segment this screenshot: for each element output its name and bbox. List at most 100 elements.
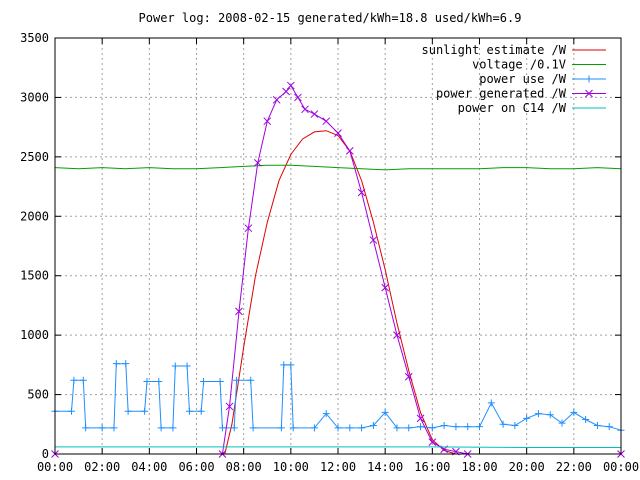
series-2-point-4 bbox=[82, 424, 90, 432]
series-line-0 bbox=[224, 130, 457, 455]
series-1 bbox=[54, 164, 622, 171]
series-0 bbox=[224, 130, 457, 455]
y-tick-label-5: 2500 bbox=[20, 150, 49, 164]
series-3-point-10 bbox=[294, 93, 302, 102]
series-2-point-28 bbox=[287, 361, 295, 369]
x-tick-label-1: 02:00 bbox=[84, 460, 120, 474]
series-2-point-47 bbox=[511, 421, 519, 429]
series-3-point-9 bbox=[286, 81, 295, 90]
y-tick-label-2: 1000 bbox=[20, 328, 49, 342]
series-2-point-1 bbox=[68, 407, 76, 415]
series-3-point-11 bbox=[301, 105, 309, 114]
x-tick-label-0: 00:00 bbox=[37, 460, 73, 474]
x-tick-label-2: 04:00 bbox=[131, 460, 167, 474]
x-tick-label-5: 10:00 bbox=[273, 460, 309, 474]
series-line-1 bbox=[54, 164, 622, 171]
series-3-point-21 bbox=[416, 414, 425, 423]
legend-label-2: power use /W bbox=[479, 72, 566, 86]
x-tick-label-8: 16:00 bbox=[414, 460, 450, 474]
series-3-point-6 bbox=[263, 117, 272, 126]
x-tick-label-4: 08:00 bbox=[226, 460, 262, 474]
series-3-point-22 bbox=[428, 438, 437, 446]
series-2-point-10 bbox=[141, 407, 149, 415]
series-2-point-31 bbox=[322, 410, 330, 418]
series-3-point-8 bbox=[282, 87, 290, 96]
series-2-point-35 bbox=[369, 421, 377, 429]
series-3-point-3 bbox=[235, 307, 243, 316]
series-2-point-2 bbox=[70, 376, 78, 384]
plot-frame bbox=[54, 37, 622, 455]
y-tick-label-6: 3000 bbox=[20, 90, 49, 104]
series-2-point-48 bbox=[523, 414, 531, 422]
series-2-point-45 bbox=[487, 399, 495, 407]
series-2-point-3 bbox=[79, 376, 87, 384]
x-tick-label-9: 18:00 bbox=[461, 460, 497, 474]
series-3-point-2 bbox=[225, 402, 234, 411]
x-tick-label-11: 22:00 bbox=[556, 460, 592, 474]
legend-marker-2 bbox=[585, 75, 593, 83]
series-2-point-34 bbox=[358, 424, 366, 432]
x-tick-label-3: 06:00 bbox=[178, 460, 214, 474]
series-2-point-42 bbox=[452, 423, 460, 431]
chart-title: Power log: 2008-02-15 generated/kWh=18.8… bbox=[139, 11, 522, 25]
series-2-point-43 bbox=[464, 423, 472, 431]
series-2-point-18 bbox=[197, 407, 205, 415]
series-2-point-17 bbox=[185, 407, 193, 415]
x-tick-label-7: 14:00 bbox=[367, 460, 403, 474]
series-2-point-20 bbox=[216, 377, 224, 385]
series-2-point-25 bbox=[249, 424, 257, 432]
x-tick-label-6: 12:00 bbox=[320, 460, 356, 474]
series-3-point-19 bbox=[393, 331, 401, 339]
legend-label-1: voltage /0.1V bbox=[472, 58, 566, 72]
series-3-point-12 bbox=[310, 110, 319, 118]
series-2-point-32 bbox=[334, 424, 342, 432]
grid bbox=[55, 38, 621, 454]
series-2-point-16 bbox=[183, 362, 191, 370]
series-2-point-26 bbox=[277, 424, 285, 432]
series-2-point-41 bbox=[440, 421, 448, 429]
series-2-point-27 bbox=[280, 361, 288, 369]
series-3-point-7 bbox=[272, 95, 281, 104]
series-2-point-22 bbox=[230, 424, 238, 432]
series-2-point-51 bbox=[558, 419, 566, 427]
series-3-point-5 bbox=[253, 158, 262, 167]
series-2-point-12 bbox=[155, 377, 163, 385]
series-2 bbox=[51, 360, 625, 434]
x-tick-label-10: 20:00 bbox=[509, 460, 545, 474]
series-2-point-11 bbox=[143, 377, 151, 385]
series-2-point-21 bbox=[218, 424, 226, 432]
y-tick-label-0: 0 bbox=[42, 447, 49, 461]
series-2-point-50 bbox=[546, 411, 554, 419]
axes: 0 500 1000 1500 2000 2500 3000 3500 00:00 02:00 04… bbox=[20, 31, 639, 474]
series-2-point-5 bbox=[98, 424, 106, 432]
series-2-point-38 bbox=[405, 424, 413, 432]
series-2-point-24 bbox=[247, 376, 255, 384]
y-tick-label-4: 2000 bbox=[20, 209, 49, 223]
series-3-point-16 bbox=[357, 188, 366, 197]
series-2-point-8 bbox=[122, 360, 130, 368]
series-3-point-14 bbox=[334, 129, 342, 137]
series-2-point-40 bbox=[428, 424, 436, 432]
series-2-point-14 bbox=[169, 424, 177, 432]
series-2-point-13 bbox=[157, 424, 165, 432]
series-2-point-23 bbox=[233, 376, 241, 384]
series-2-point-44 bbox=[476, 423, 483, 431]
series-2-point-55 bbox=[605, 423, 613, 431]
series-2-point-37 bbox=[393, 424, 401, 432]
series-group bbox=[51, 81, 625, 458]
series-2-point-53 bbox=[582, 416, 590, 424]
legend-label-0: sunlight estimate /W bbox=[422, 43, 567, 57]
legend-marker-3 bbox=[585, 89, 593, 98]
series-2-point-19 bbox=[200, 377, 208, 385]
series-3-point-18 bbox=[381, 283, 390, 292]
series-2-point-33 bbox=[346, 424, 354, 432]
series-2-point-39 bbox=[417, 423, 425, 431]
series-line-4 bbox=[55, 446, 621, 448]
series-2-point-54 bbox=[593, 421, 601, 429]
y-tick-label-3: 1500 bbox=[20, 269, 49, 283]
series-2-point-7 bbox=[112, 360, 120, 368]
series-2-point-52 bbox=[570, 408, 578, 416]
series-3-point-17 bbox=[369, 236, 378, 244]
